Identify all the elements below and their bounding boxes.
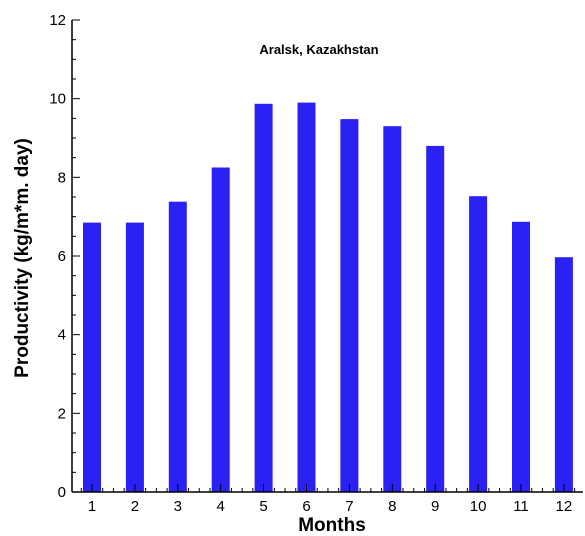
bar-month-6 [297, 102, 316, 492]
bar-month-4 [211, 167, 230, 492]
x-axis-title: Months [298, 515, 366, 536]
y-tick-label: 4 [58, 327, 66, 344]
y-tick-label: 0 [58, 484, 66, 501]
x-tick-label: 2 [131, 498, 139, 515]
axes-group [71, 20, 583, 493]
x-tick-label: 10 [470, 498, 487, 515]
x-tick-label: 4 [217, 498, 225, 515]
y-tick-label: 2 [58, 405, 66, 422]
bar-month-12 [554, 257, 573, 492]
y-tick-label: 12 [49, 12, 66, 29]
bar-month-5 [254, 103, 273, 493]
y-tick-label: 10 [49, 91, 66, 108]
x-tick-label: 9 [431, 498, 439, 515]
bar-month-3 [168, 201, 187, 492]
x-tick-label: 3 [174, 498, 182, 515]
bar-month-10 [469, 196, 488, 492]
bar-month-11 [512, 221, 530, 493]
x-tick-label: 7 [345, 498, 353, 515]
x-tick-label: 11 [513, 498, 529, 515]
bar-month-8 [383, 126, 402, 492]
bar-month-2 [125, 222, 144, 492]
x-tick-label: 5 [259, 498, 267, 515]
y-axis-title: Productivity (kg/m*m. day) [12, 138, 33, 378]
x-ticks-group: 1 2 3 4 5 6 7 8 9 10 11 12 [80, 484, 576, 515]
x-tick-label: 6 [302, 498, 310, 515]
bars-group [83, 102, 573, 493]
bar-month-9 [426, 145, 445, 492]
x-tick-label: 8 [388, 498, 396, 515]
bar-month-1 [83, 222, 101, 492]
x-tick-label: 12 [556, 498, 573, 515]
y-tick-label: 6 [58, 248, 66, 265]
bar-month-7 [340, 119, 359, 492]
x-tick-label: 1 [88, 498, 96, 515]
y-tick-label: 8 [58, 169, 66, 186]
chart-title: Aralsk, Kazakhstan [259, 42, 378, 57]
y-ticks-group: 0 2 4 6 8 10 12 [49, 12, 80, 501]
